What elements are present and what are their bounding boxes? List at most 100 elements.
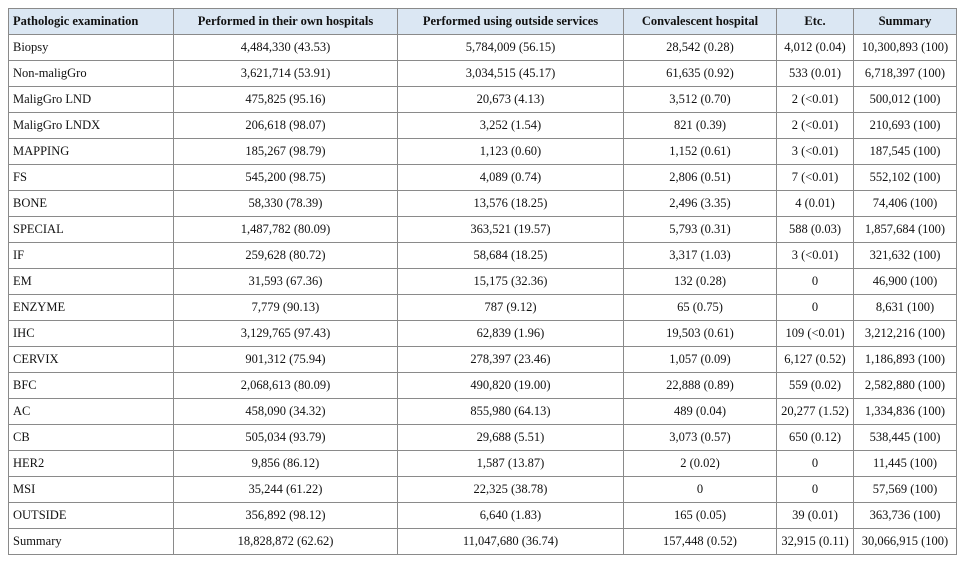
convalescent-cell: 2,806 (0.51)	[623, 164, 777, 191]
summary-cell: 2,582,880 (100)	[853, 372, 957, 399]
convalescent-cell: 2 (0.02)	[623, 450, 777, 477]
etc-cell: 39 (0.01)	[776, 502, 854, 529]
summary-cell: 552,102 (100)	[853, 164, 957, 191]
table-row: CERVIX 901,312 (75.94) 278,397 (23.46) 1,05…	[8, 346, 957, 373]
own-hospitals-cell: 4,484,330 (43.53)	[173, 34, 398, 61]
outside-services-cell: 787 (9.12)	[397, 294, 624, 321]
table-row: BONE 58,330 (78.39) 13,576 (18.25) 2,496 (3…	[8, 190, 957, 217]
summary-cell: 500,012 (100)	[853, 86, 957, 113]
outside-services-cell: 3,252 (1.54)	[397, 112, 624, 139]
convalescent-cell: 157,448 (0.52)	[623, 528, 777, 555]
exam-name-cell: CERVIX	[8, 346, 174, 373]
convalescent-cell: 19,503 (0.61)	[623, 320, 777, 347]
outside-services-cell: 15,175 (32.36)	[397, 268, 624, 295]
own-hospitals-cell: 3,621,714 (53.91)	[173, 60, 398, 87]
table-row: Non-maligGro 3,621,714 (53.91) 3,034,515 (…	[8, 60, 957, 87]
convalescent-cell: 2,496 (3.35)	[623, 190, 777, 217]
exam-name-cell: BFC	[8, 372, 174, 399]
exam-name-cell: IF	[8, 242, 174, 269]
summary-cell: 74,406 (100)	[853, 190, 957, 217]
table-row: MSI 35,244 (61.22) 22,325 (38.78) 0 0 57,569 …	[8, 476, 957, 503]
table-row: HER2 9,856 (86.12) 1,587 (13.87) 2 (0.02) 0 1…	[8, 450, 957, 477]
etc-cell: 7 (<0.01)	[776, 164, 854, 191]
etc-cell: 2 (<0.01)	[776, 112, 854, 139]
outside-services-cell: 13,576 (18.25)	[397, 190, 624, 217]
convalescent-cell: 132 (0.28)	[623, 268, 777, 295]
outside-services-cell: 490,820 (19.00)	[397, 372, 624, 399]
own-hospitals-cell: 18,828,872 (62.62)	[173, 528, 398, 555]
own-hospitals-cell: 505,034 (93.79)	[173, 424, 398, 451]
summary-cell: 46,900 (100)	[853, 268, 957, 295]
exam-name-cell: Biopsy	[8, 34, 174, 61]
table-row: IHC 3,129,765 (97.43) 62,839 (1.96) 19,503 …	[8, 320, 957, 347]
header-outside-services: Performed using outside services	[397, 8, 624, 35]
convalescent-cell: 22,888 (0.89)	[623, 372, 777, 399]
convalescent-cell: 0	[623, 476, 777, 503]
etc-cell: 4,012 (0.04)	[776, 34, 854, 61]
etc-cell: 3 (<0.01)	[776, 242, 854, 269]
etc-cell: 559 (0.02)	[776, 372, 854, 399]
etc-cell: 3 (<0.01)	[776, 138, 854, 165]
convalescent-cell: 3,512 (0.70)	[623, 86, 777, 113]
convalescent-cell: 165 (0.05)	[623, 502, 777, 529]
convalescent-cell: 1,057 (0.09)	[623, 346, 777, 373]
header-etc: Etc.	[776, 8, 854, 35]
summary-cell: 30,066,915 (100)	[853, 528, 957, 555]
exam-name-cell: ENZYME	[8, 294, 174, 321]
etc-cell: 0	[776, 294, 854, 321]
pathology-table: Pathologic examination Performed in thei…	[8, 8, 957, 555]
outside-services-cell: 363,521 (19.57)	[397, 216, 624, 243]
outside-services-cell: 3,034,515 (45.17)	[397, 60, 624, 87]
exam-name-cell: HER2	[8, 450, 174, 477]
exam-name-cell: IHC	[8, 320, 174, 347]
convalescent-cell: 1,152 (0.61)	[623, 138, 777, 165]
own-hospitals-cell: 3,129,765 (97.43)	[173, 320, 398, 347]
outside-services-cell: 6,640 (1.83)	[397, 502, 624, 529]
outside-services-cell: 22,325 (38.78)	[397, 476, 624, 503]
table-row: EM 31,593 (67.36) 15,175 (32.36) 132 (0.28)…	[8, 268, 957, 295]
outside-services-cell: 855,980 (64.13)	[397, 398, 624, 425]
convalescent-cell: 3,073 (0.57)	[623, 424, 777, 451]
convalescent-cell: 821 (0.39)	[623, 112, 777, 139]
own-hospitals-cell: 35,244 (61.22)	[173, 476, 398, 503]
outside-services-cell: 1,123 (0.60)	[397, 138, 624, 165]
header-row: Pathologic examination Performed in thei…	[8, 8, 957, 35]
header-own-hospitals: Performed in their own hospitals	[173, 8, 398, 35]
table-row: ENZYME 7,779 (90.13) 787 (9.12) 65 (0.75) 0 8…	[8, 294, 957, 321]
own-hospitals-cell: 2,068,613 (80.09)	[173, 372, 398, 399]
summary-cell: 538,445 (100)	[853, 424, 957, 451]
table-row: IF 259,628 (80.72) 58,684 (18.25) 3,317 (1.…	[8, 242, 957, 269]
own-hospitals-cell: 9,856 (86.12)	[173, 450, 398, 477]
summary-cell: 11,445 (100)	[853, 450, 957, 477]
own-hospitals-cell: 901,312 (75.94)	[173, 346, 398, 373]
own-hospitals-cell: 58,330 (78.39)	[173, 190, 398, 217]
own-hospitals-cell: 259,628 (80.72)	[173, 242, 398, 269]
etc-cell: 588 (0.03)	[776, 216, 854, 243]
etc-cell: 0	[776, 268, 854, 295]
table-row: Biopsy 4,484,330 (43.53) 5,784,009 (56.15)…	[8, 34, 957, 61]
exam-name-cell: EM	[8, 268, 174, 295]
table-row: MAPPING 185,267 (98.79) 1,123 (0.60) 1,152 …	[8, 138, 957, 165]
exam-name-cell: MaligGro LNDX	[8, 112, 174, 139]
exam-name-cell: Non-maligGro	[8, 60, 174, 87]
exam-name-cell: CB	[8, 424, 174, 451]
own-hospitals-cell: 31,593 (67.36)	[173, 268, 398, 295]
outside-services-cell: 11,047,680 (36.74)	[397, 528, 624, 555]
own-hospitals-cell: 475,825 (95.16)	[173, 86, 398, 113]
header-summary: Summary	[853, 8, 957, 35]
table-row: AC 458,090 (34.32) 855,980 (64.13) 489 (0.0…	[8, 398, 957, 425]
outside-services-cell: 278,397 (23.46)	[397, 346, 624, 373]
etc-cell: 650 (0.12)	[776, 424, 854, 451]
table-row: OUTSIDE 356,892 (98.12) 6,640 (1.83) 165 (0…	[8, 502, 957, 529]
summary-cell: 363,736 (100)	[853, 502, 957, 529]
etc-cell: 4 (0.01)	[776, 190, 854, 217]
exam-name-cell: AC	[8, 398, 174, 425]
exam-name-cell: MSI	[8, 476, 174, 503]
convalescent-cell: 65 (0.75)	[623, 294, 777, 321]
summary-cell: 187,545 (100)	[853, 138, 957, 165]
summary-cell: 57,569 (100)	[853, 476, 957, 503]
summary-cell: 8,631 (100)	[853, 294, 957, 321]
etc-cell: 109 (<0.01)	[776, 320, 854, 347]
convalescent-cell: 489 (0.04)	[623, 398, 777, 425]
own-hospitals-cell: 7,779 (90.13)	[173, 294, 398, 321]
